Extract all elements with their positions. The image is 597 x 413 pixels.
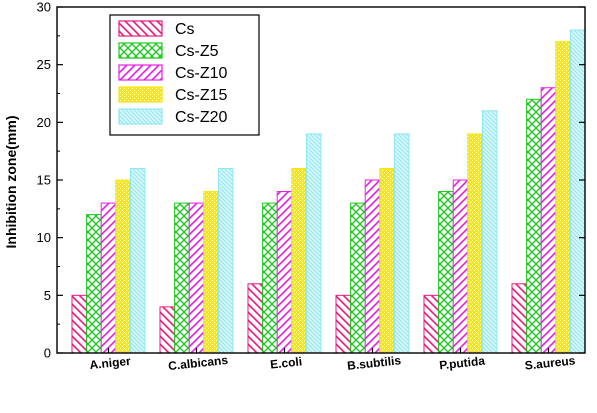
bar-cs-z20-p-putida <box>481 110 498 354</box>
y-tick-label: 5 <box>44 288 51 303</box>
bar-cs-c-albicans <box>159 306 176 354</box>
legend-swatch <box>118 86 163 103</box>
bar-cs-e-coli <box>247 283 264 354</box>
bar-cs-z5-p-putida <box>438 191 454 354</box>
bar-cs-z5-a-niger <box>86 214 102 354</box>
bar-cs-z20-b-subtilis <box>393 133 410 354</box>
x-tick-label: B.subtilis <box>346 353 401 373</box>
legend-label: Cs-Z10 <box>175 65 228 82</box>
bar-cs-z10-a-niger <box>100 202 117 354</box>
bar-cs-z15-s-aureus <box>555 41 571 354</box>
legend: Cs Cs-Z5 Cs-Z10 Cs-Z15 Cs-Z20 <box>109 14 260 136</box>
bar-cs-z10-e-coli <box>276 191 293 354</box>
bar-cs-z5-c-albicans <box>174 202 190 354</box>
x-tick-label: S.aureus <box>524 353 576 372</box>
bar-cs-s-aureus <box>511 283 528 354</box>
bar-cs-z15-c-albicans <box>203 191 219 354</box>
bar-cs-a-niger <box>71 294 88 354</box>
legend-swatch <box>118 20 163 37</box>
bar-cs-z10-c-albicans <box>188 202 205 354</box>
y-tick-label: 15 <box>37 173 51 188</box>
y-tick-label: 20 <box>37 115 51 130</box>
y-axis-title: Inhibition zone(mm) <box>3 116 19 249</box>
bar-cs-z10-b-subtilis <box>364 179 381 354</box>
legend-swatch <box>118 108 163 125</box>
x-tick-label: P.putida <box>439 354 486 373</box>
bar-cs-z5-e-coli <box>262 202 278 354</box>
y-tick-label: 25 <box>37 57 51 72</box>
bar-cs-z5-b-subtilis <box>350 202 366 354</box>
bar-cs-z15-a-niger <box>115 179 131 354</box>
legend-swatch <box>118 64 163 81</box>
bar-cs-z10-s-aureus <box>540 87 557 354</box>
legend-label: Cs-Z5 <box>175 43 219 60</box>
axes-layer: 0 5 10 15 20 25 30 A.niger C.albicans E.coli B.sub… <box>37 0 586 373</box>
legend-label: Cs-Z15 <box>175 87 228 104</box>
x-tick-label: E.coli <box>269 354 302 371</box>
legend-label: Cs <box>175 21 195 38</box>
bar-cs-z20-c-albicans <box>217 167 234 354</box>
legend-swatch <box>118 42 163 59</box>
x-tick-label: A.niger <box>89 354 132 372</box>
y-tick-label: 30 <box>37 0 51 15</box>
bar-cs-z20-a-niger <box>129 167 146 354</box>
y-tick-label: 0 <box>44 346 51 361</box>
bar-cs-z15-p-putida <box>467 133 483 354</box>
y-tick-label: 10 <box>37 230 51 245</box>
bar-cs-z15-b-subtilis <box>379 167 395 354</box>
bar-cs-z5-s-aureus <box>526 98 542 354</box>
bar-cs-z10-p-putida <box>452 179 469 354</box>
bar-cs-z20-s-aureus <box>569 29 586 354</box>
bars-layer <box>71 29 586 354</box>
legend-label: Cs-Z20 <box>175 109 228 126</box>
x-tick-label: C.albicans <box>167 353 228 373</box>
bar-cs-p-putida <box>423 294 440 354</box>
bar-cs-b-subtilis <box>335 294 352 354</box>
bar-cs-z20-e-coli <box>305 133 322 354</box>
bar-cs-z15-e-coli <box>291 167 307 354</box>
